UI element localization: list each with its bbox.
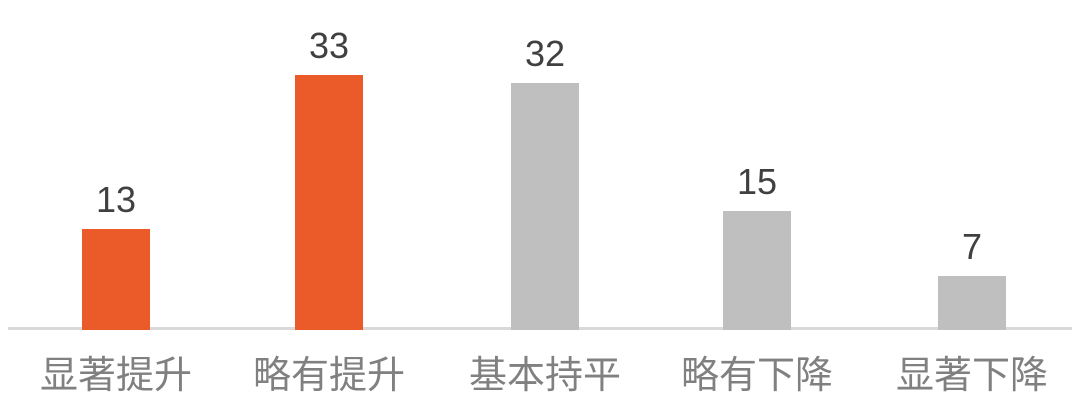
- bar-value-label: 7: [961, 226, 983, 267]
- bar[interactable]: [723, 211, 791, 330]
- category-label-0: 显著提升: [39, 355, 192, 397]
- plot-area: 13 33 32 15 7: [8, 25, 1072, 330]
- category-label-3: 略有下降: [680, 355, 833, 397]
- bar[interactable]: [295, 75, 363, 330]
- x-axis-category-labels: 显著提升 略有提升 基本持平 略有下降 显著下降: [0, 330, 1080, 420]
- bar-value-label: 13: [95, 179, 137, 220]
- category-label-4: 显著下降: [895, 355, 1048, 397]
- bar-value-label: 32: [524, 33, 566, 74]
- category-label-1: 略有提升: [252, 355, 405, 397]
- bar[interactable]: [82, 229, 150, 330]
- category-label-2: 基本持平: [468, 355, 621, 397]
- bar[interactable]: [511, 83, 579, 330]
- bar[interactable]: [938, 276, 1006, 330]
- bar-value-label: 33: [308, 25, 350, 66]
- bar-value-label: 15: [736, 161, 778, 202]
